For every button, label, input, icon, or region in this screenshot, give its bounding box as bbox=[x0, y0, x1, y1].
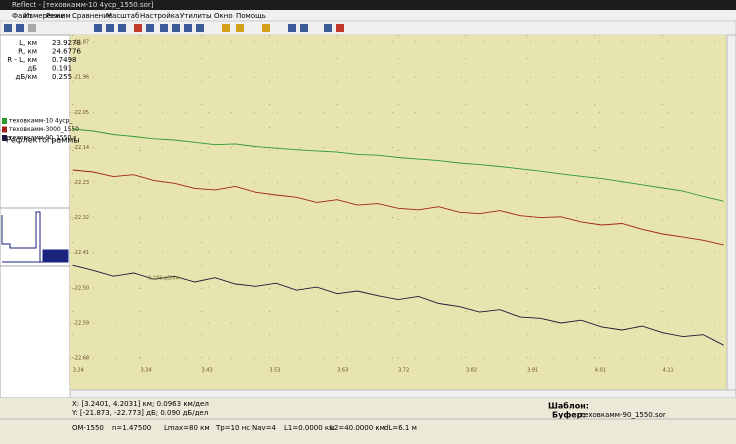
x-tick-label: 3.34 bbox=[141, 368, 152, 374]
y-tick-label: -21.96 bbox=[73, 75, 89, 81]
thumbnail-fill bbox=[43, 250, 68, 262]
y-tick-label: -22.32 bbox=[73, 215, 89, 221]
plot-area bbox=[70, 35, 727, 378]
x-tick-label: 3.72 bbox=[398, 368, 409, 374]
status-param: Nav=4 bbox=[252, 424, 277, 432]
measure-value: 24.6776 bbox=[52, 48, 81, 56]
menu-item[interactable]: Измерение bbox=[24, 12, 65, 20]
y-tick-label: -22.59 bbox=[73, 320, 89, 326]
measure-label: дБ/км bbox=[15, 73, 37, 81]
measure-label: L, км bbox=[19, 39, 37, 47]
x-tick-label: 3.24 bbox=[73, 368, 84, 374]
x-tick-label: 4.11 bbox=[663, 368, 674, 374]
menu-item[interactable]: Сравнение bbox=[72, 12, 112, 20]
trace-swatch bbox=[2, 135, 7, 141]
measure-label: R, км bbox=[18, 48, 37, 56]
toolbar-icons bbox=[4, 24, 344, 32]
y-tick-label: -22.50 bbox=[73, 285, 89, 291]
measure-value: 0.255 bbox=[52, 73, 72, 81]
trace-line bbox=[72, 264, 724, 346]
x-tick-label: 3.82 bbox=[466, 368, 477, 374]
y-tick-label: -22.23 bbox=[73, 180, 89, 186]
buffer-label: Буфер: bbox=[552, 411, 586, 420]
menu-bar bbox=[0, 10, 736, 21]
status-param: Tp=10 нс bbox=[215, 424, 250, 432]
trace-name[interactable]: теховкамм-10 4уср_ bbox=[9, 118, 73, 125]
title-bar bbox=[0, 0, 736, 10]
annotation: 0.188 дБ/км bbox=[148, 276, 179, 282]
v-scrollbar[interactable] bbox=[726, 34, 736, 391]
status-param: dL=6.1 м bbox=[384, 424, 417, 432]
x-axis-strip bbox=[70, 378, 727, 390]
trace-name[interactable]: теховкамм-3000_1550 bbox=[9, 126, 79, 133]
window-title: Reflect - [теховкамм-10 4уср_1550.sor] bbox=[12, 1, 154, 9]
status-param: n=1.47500 bbox=[112, 424, 151, 432]
status-param: L2=40.0000 км bbox=[330, 424, 385, 432]
menu-item[interactable]: Настройка bbox=[140, 12, 179, 20]
menu-item[interactable]: Масштаб bbox=[106, 12, 139, 20]
menu-item[interactable]: Режим bbox=[46, 12, 71, 20]
measure-value: 23.9278 bbox=[52, 39, 81, 47]
status-param: Lmax=80 км bbox=[164, 424, 210, 432]
measure-label: дБ bbox=[27, 65, 37, 73]
menu-item[interactable]: Окно bbox=[214, 12, 233, 20]
y-range: Y: [-21.873, -22.773] дБ; 0.090 дБ/дел bbox=[71, 409, 208, 417]
x-tick-label: 3.91 bbox=[527, 368, 538, 374]
traces-title: Рефлектограммы bbox=[6, 136, 80, 145]
trace-line bbox=[72, 169, 724, 246]
menu-item[interactable]: Файл bbox=[12, 12, 31, 20]
measure-label: R - L, км bbox=[7, 56, 37, 64]
buffer-value: теховкамм-90_1550.sor bbox=[580, 411, 666, 419]
h-scrollbar[interactable] bbox=[69, 389, 736, 399]
menu-item[interactable]: Утилиты bbox=[180, 12, 212, 20]
status-param: L1=0.0000 км bbox=[284, 424, 334, 432]
trace-line bbox=[72, 128, 724, 202]
x-tick-label: 3.63 bbox=[337, 368, 348, 374]
y-tick-label: -22.14 bbox=[73, 145, 89, 151]
measure-value: 0.7498 bbox=[52, 56, 77, 64]
trace-swatch bbox=[2, 118, 7, 124]
trace-swatch bbox=[2, 126, 7, 133]
x-tick-label: 4.01 bbox=[595, 368, 606, 374]
x-tick-label: 3.43 bbox=[202, 368, 213, 374]
status-param: OM-1550 bbox=[72, 424, 104, 432]
x-range: X: [3.2401, 4.2031] км; 0.0963 км/дел bbox=[72, 400, 209, 408]
y-tick-label: -22.05 bbox=[73, 110, 89, 116]
y-tick-label: -21.87 bbox=[73, 40, 89, 46]
y-tick-label: -22.41 bbox=[73, 250, 89, 256]
measure-value: 0.191 bbox=[52, 65, 72, 73]
template-label: Шаблон: bbox=[548, 401, 589, 411]
trace-name[interactable]: теховкамм-90_1550.s bbox=[9, 135, 76, 142]
y-tick-label: -22.68 bbox=[73, 356, 89, 362]
menu-item[interactable]: Помощь bbox=[236, 12, 266, 20]
x-tick-label: 3.53 bbox=[269, 368, 280, 374]
